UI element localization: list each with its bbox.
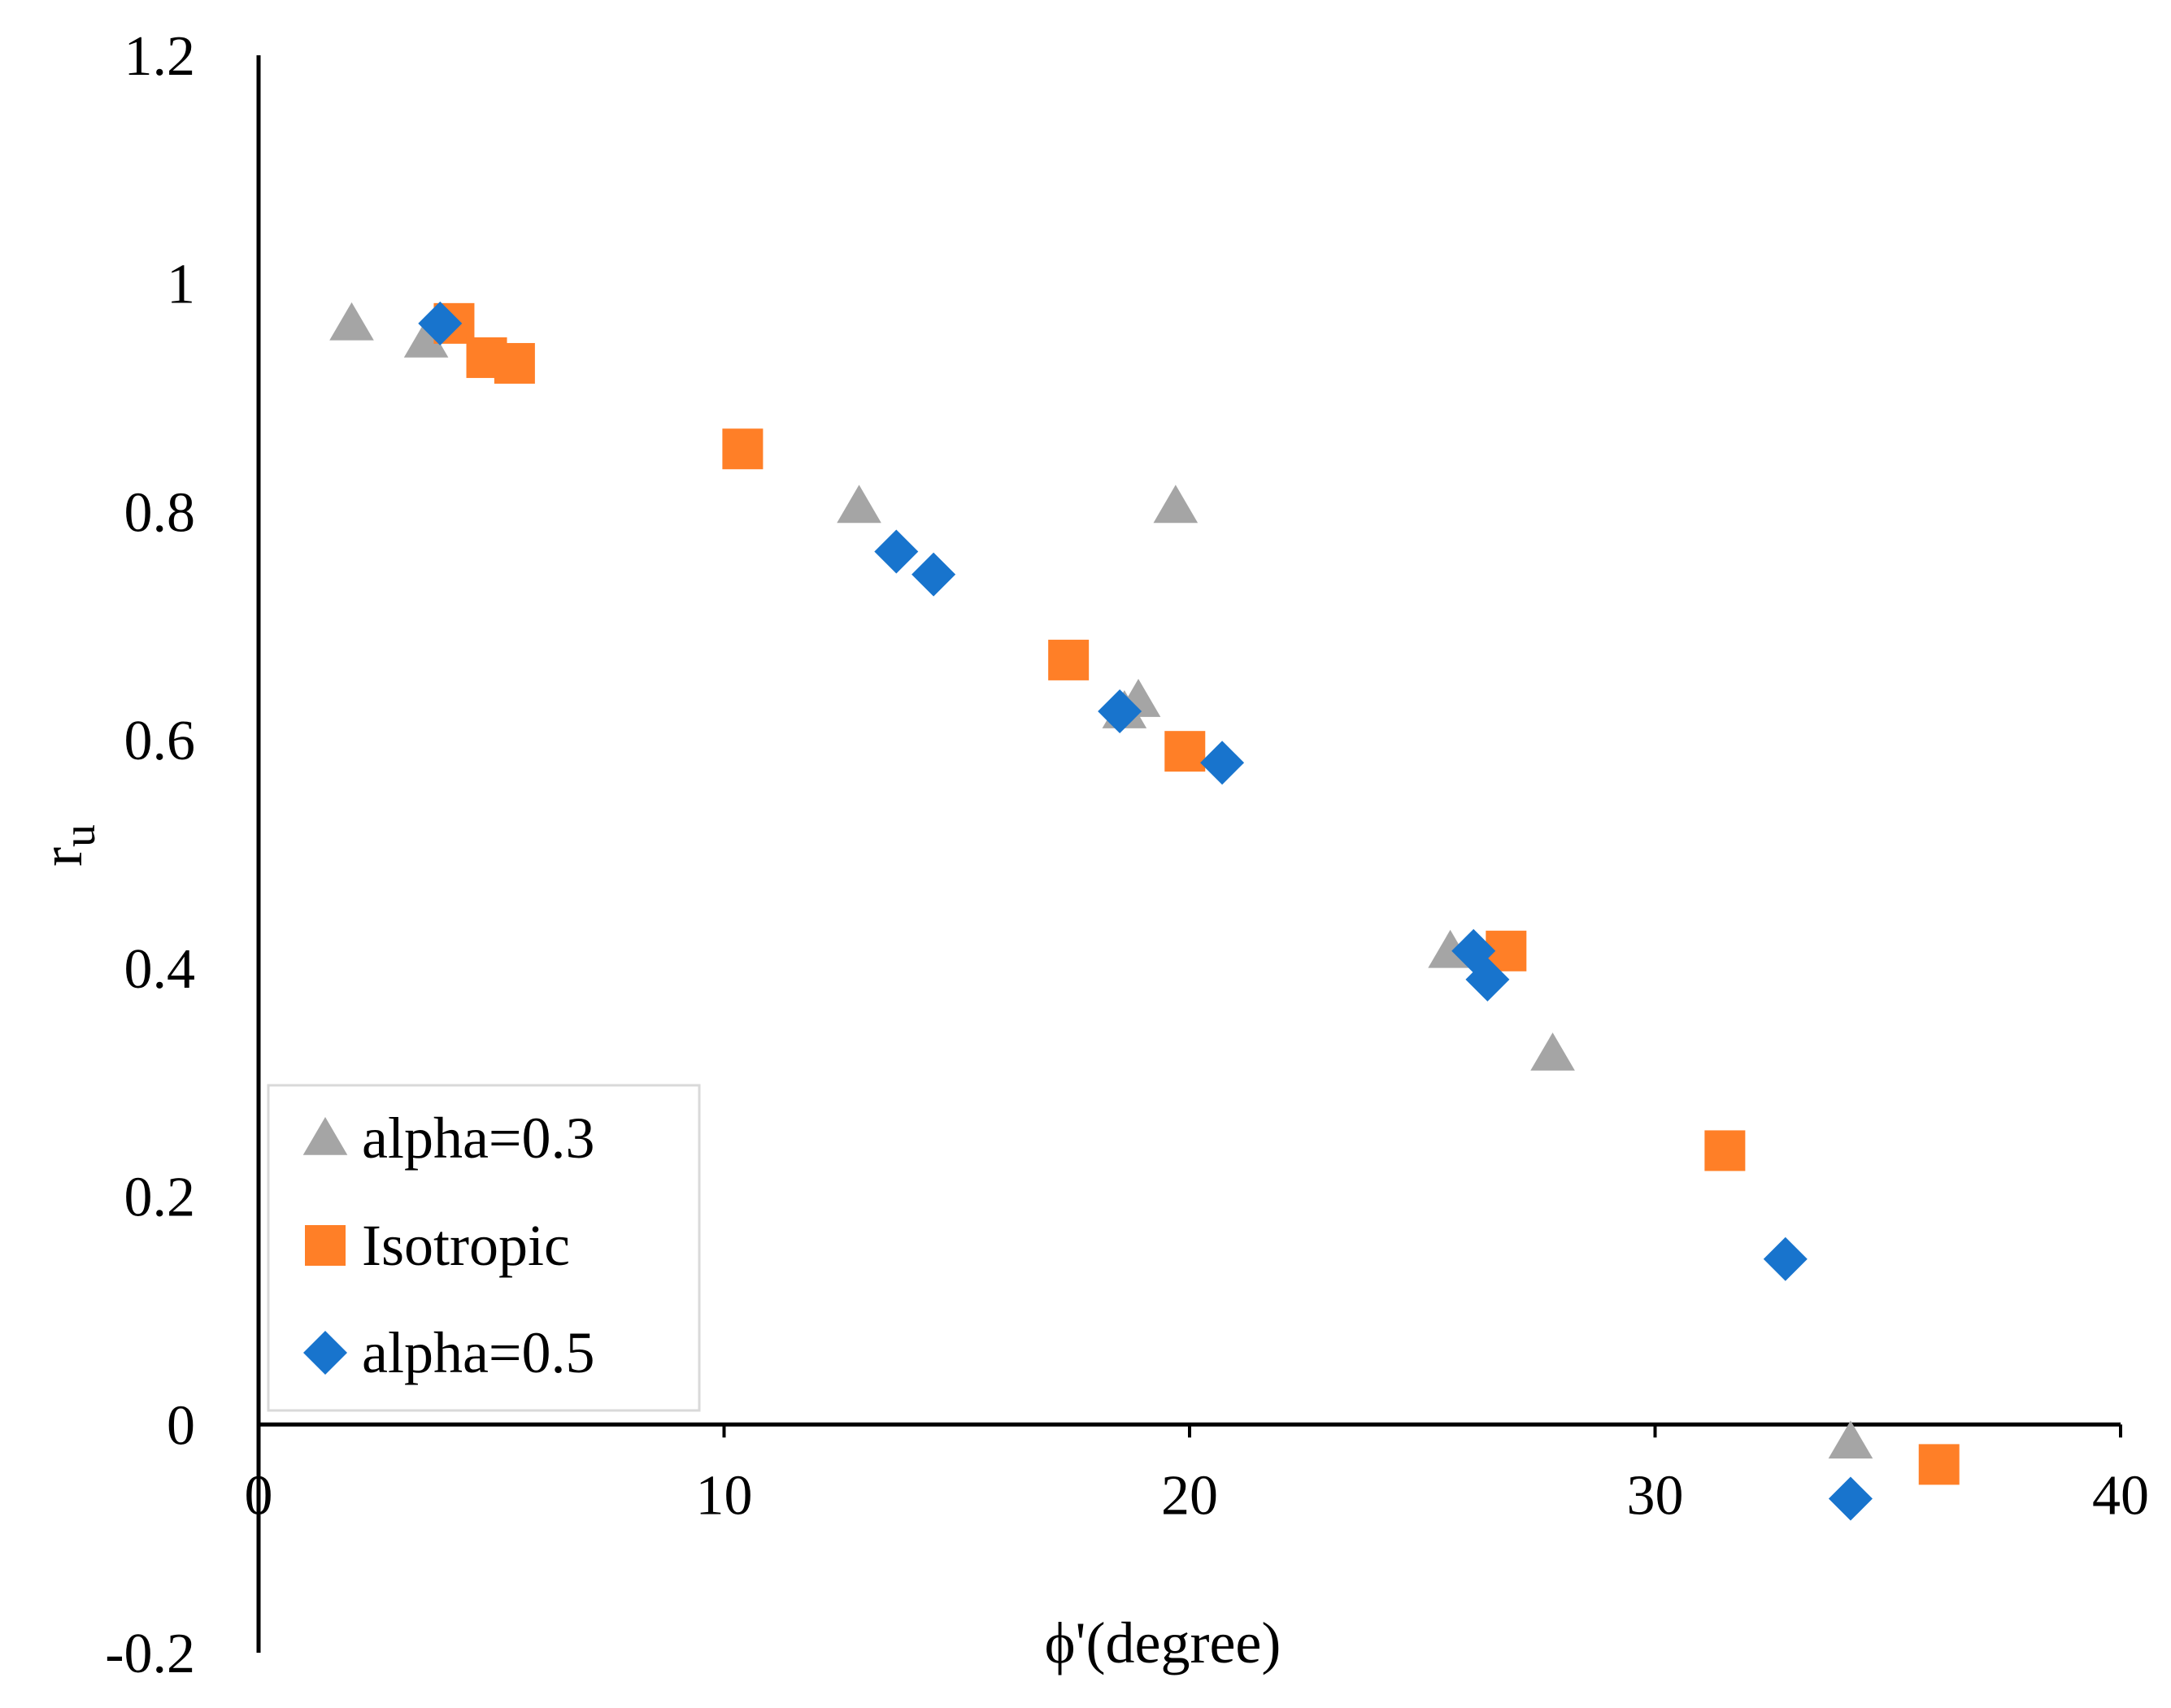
legend: alpha=0.3 Isotropic alpha=0.5	[267, 1084, 701, 1412]
y-tick-label: 0.8	[124, 481, 196, 544]
x-tick-label: 40	[2092, 1464, 2149, 1527]
y-axis-title-subscript: u	[54, 824, 105, 847]
diamond-point	[418, 301, 463, 346]
x-tick-label: 20	[1161, 1464, 1218, 1527]
diamond-point	[1763, 1236, 1808, 1281]
axes	[256, 55, 2122, 1653]
y-tick-label: 0	[167, 1394, 195, 1457]
triangle-point	[403, 319, 449, 358]
y-axis-title-main: r	[29, 847, 94, 867]
y-tick-label: 0.6	[124, 710, 196, 772]
legend-square-icon	[305, 1225, 346, 1266]
square-point	[1048, 639, 1090, 680]
square-point	[494, 342, 535, 384]
y-tick-label: 1	[167, 254, 195, 316]
square-point	[1704, 1130, 1746, 1171]
x-tick-labels: 0 10 20 30 40	[245, 1464, 2150, 1527]
x-axis-title: ϕ'(degree)	[1045, 1610, 1281, 1675]
data-points	[329, 301, 1960, 1521]
y-tick-label: 0.4	[124, 938, 196, 1001]
diamond-point	[1098, 689, 1142, 734]
diamond-point	[1200, 741, 1245, 785]
legend-label: alpha=0.3	[362, 1106, 595, 1171]
square-point	[1918, 1444, 1960, 1485]
x-tick-label: 30	[1627, 1464, 1684, 1527]
y-axis-title: ru	[29, 824, 105, 867]
triangle-point	[1153, 485, 1199, 524]
triangle-point	[1828, 1420, 1873, 1459]
square-point	[722, 428, 764, 470]
diamond-point	[874, 529, 919, 574]
legend-triangle-icon	[302, 1117, 348, 1155]
square-point	[1164, 731, 1206, 772]
x-tick-label: 10	[696, 1464, 753, 1527]
x-tick-label: 0	[245, 1464, 273, 1527]
y-tick-labels: -0.2 0 0.2 0.4 0.6 0.8 1 1.2	[105, 25, 195, 1685]
diamond-point	[1465, 957, 1510, 1002]
diamond-point	[911, 552, 956, 597]
y-tick-label: -0.2	[105, 1623, 195, 1685]
diamond-point	[1828, 1476, 1873, 1521]
series-alpha-0-5	[418, 301, 1873, 1521]
triangle-point	[837, 485, 881, 524]
y-tick-label: 0.2	[124, 1167, 196, 1229]
triangle-point	[1530, 1032, 1575, 1071]
legend-diamond-icon	[303, 1331, 347, 1375]
legend-label: alpha=0.5	[362, 1320, 595, 1385]
legend-label: Isotropic	[362, 1213, 570, 1278]
y-tick-label: 1.2	[124, 25, 196, 88]
triangle-point	[329, 302, 374, 341]
